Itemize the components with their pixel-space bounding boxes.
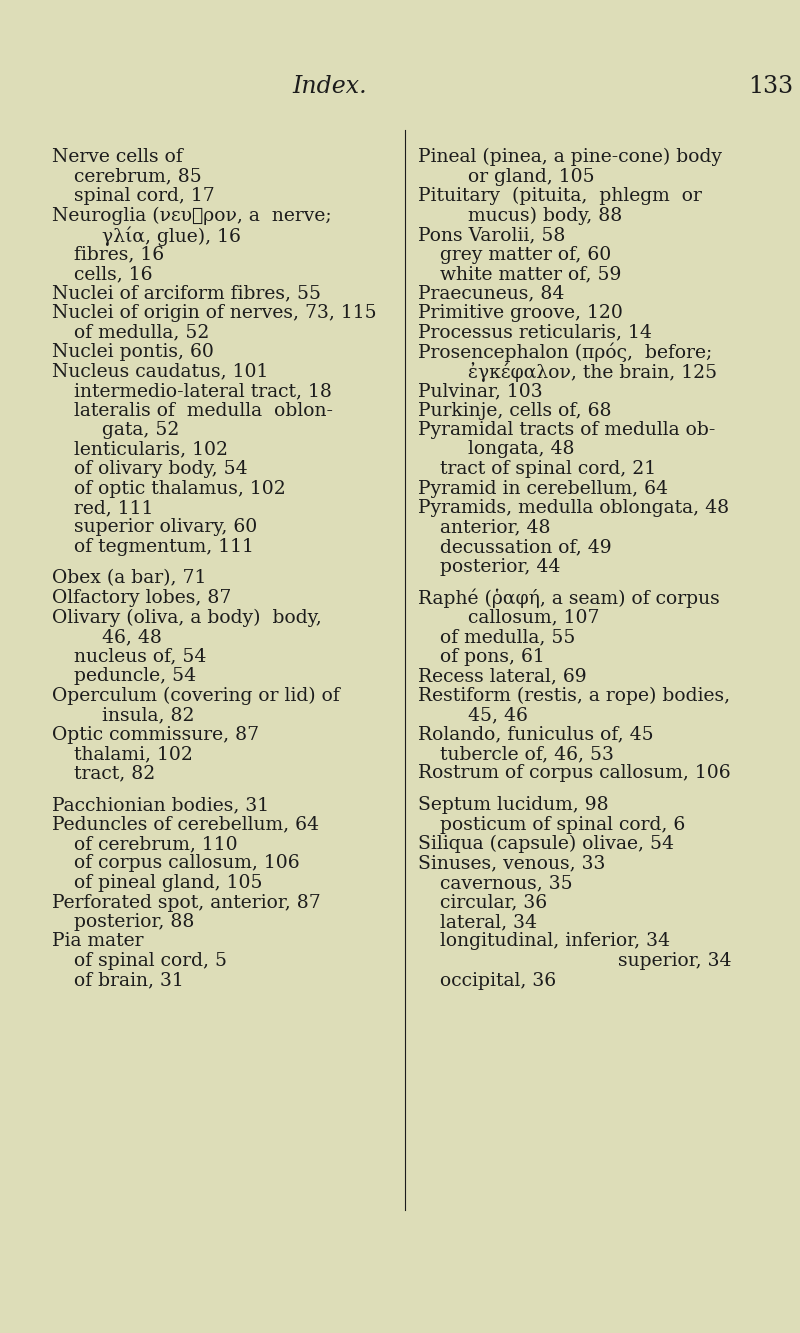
Text: Nuclei of origin of nerves, 73, 115: Nuclei of origin of nerves, 73, 115 <box>52 304 377 323</box>
Text: Pyramid in cerebellum, 64: Pyramid in cerebellum, 64 <box>418 480 668 497</box>
Text: superior olivary, 60: superior olivary, 60 <box>74 519 258 536</box>
Text: spinal cord, 17: spinal cord, 17 <box>74 187 214 205</box>
Text: peduncle, 54: peduncle, 54 <box>74 666 196 685</box>
Text: 46, 48: 46, 48 <box>102 628 162 647</box>
Text: 45, 46: 45, 46 <box>468 706 528 724</box>
Text: Purkinje, cells of, 68: Purkinje, cells of, 68 <box>418 401 611 420</box>
Text: Index.: Index. <box>293 75 367 99</box>
Text: Rolando, funiculus of, 45: Rolando, funiculus of, 45 <box>418 725 654 744</box>
Text: Praecuneus, 84: Praecuneus, 84 <box>418 284 564 303</box>
Text: Septum lucidum, 98: Septum lucidum, 98 <box>418 796 609 814</box>
Text: Perforated spot, anterior, 87: Perforated spot, anterior, 87 <box>52 893 321 912</box>
Text: Pia mater: Pia mater <box>52 933 143 950</box>
Text: decussation of, 49: decussation of, 49 <box>440 539 612 556</box>
Text: Pacchionian bodies, 31: Pacchionian bodies, 31 <box>52 796 269 814</box>
Text: ἐγκέφαλον, the brain, 125: ἐγκέφαλον, the brain, 125 <box>468 363 717 383</box>
Text: Siliqua (capsule) olivae, 54: Siliqua (capsule) olivae, 54 <box>418 834 674 853</box>
Text: occipital, 36: occipital, 36 <box>440 972 556 989</box>
Text: Nerve cells of: Nerve cells of <box>52 148 182 167</box>
Text: lateral, 34: lateral, 34 <box>440 913 537 930</box>
Text: circular, 36: circular, 36 <box>440 893 547 912</box>
Text: superior, 34: superior, 34 <box>618 952 731 970</box>
Text: γλία, glue), 16: γλία, glue), 16 <box>102 227 241 245</box>
Text: of medulla, 55: of medulla, 55 <box>440 628 575 647</box>
Text: Nuclei of arciform fibres, 55: Nuclei of arciform fibres, 55 <box>52 284 321 303</box>
Text: Sinuses, venous, 33: Sinuses, venous, 33 <box>418 854 606 873</box>
Text: Obex (a bar), 71: Obex (a bar), 71 <box>52 569 206 588</box>
Text: Neuroglia (νεῦρον, a  nerve;: Neuroglia (νεῦρον, a nerve; <box>52 207 332 225</box>
Text: Pineal (pinea, a pine-cone) body: Pineal (pinea, a pine-cone) body <box>418 148 722 167</box>
Text: cells, 16: cells, 16 <box>74 265 153 283</box>
Text: longata, 48: longata, 48 <box>468 440 574 459</box>
Text: anterior, 48: anterior, 48 <box>440 519 550 536</box>
Text: posterior, 44: posterior, 44 <box>440 557 560 576</box>
Text: Primitive groove, 120: Primitive groove, 120 <box>418 304 623 323</box>
Text: Pulvinar, 103: Pulvinar, 103 <box>418 383 542 400</box>
Text: of pineal gland, 105: of pineal gland, 105 <box>74 874 262 892</box>
Text: tubercle of, 46, 53: tubercle of, 46, 53 <box>440 745 614 762</box>
Text: or gland, 105: or gland, 105 <box>468 168 594 185</box>
Text: Rostrum of corpus callosum, 106: Rostrum of corpus callosum, 106 <box>418 765 730 782</box>
Text: Pyramidal tracts of medulla ob-: Pyramidal tracts of medulla ob- <box>418 421 715 439</box>
Text: Nuclei pontis, 60: Nuclei pontis, 60 <box>52 343 214 361</box>
Text: lateralis of  medulla  oblon-: lateralis of medulla oblon- <box>74 401 333 420</box>
Text: Restiform (restis, a rope) bodies,: Restiform (restis, a rope) bodies, <box>418 686 730 705</box>
Text: insula, 82: insula, 82 <box>102 706 194 724</box>
Text: Raphé (ῥαφή, a seam) of corpus: Raphé (ῥαφή, a seam) of corpus <box>418 589 720 608</box>
Text: grey matter of, 60: grey matter of, 60 <box>440 245 611 264</box>
Text: of optic thalamus, 102: of optic thalamus, 102 <box>74 480 286 497</box>
Text: Recess lateral, 69: Recess lateral, 69 <box>418 666 586 685</box>
Text: cerebrum, 85: cerebrum, 85 <box>74 168 202 185</box>
Text: longitudinal, inferior, 34: longitudinal, inferior, 34 <box>440 933 670 950</box>
Text: gata, 52: gata, 52 <box>102 421 179 439</box>
Text: mucus) body, 88: mucus) body, 88 <box>468 207 622 225</box>
Text: Processus reticularis, 14: Processus reticularis, 14 <box>418 324 652 341</box>
Text: of medulla, 52: of medulla, 52 <box>74 324 210 341</box>
Text: Pons Varolii, 58: Pons Varolii, 58 <box>418 227 566 244</box>
Text: of corpus callosum, 106: of corpus callosum, 106 <box>74 854 300 873</box>
Text: of olivary body, 54: of olivary body, 54 <box>74 460 248 479</box>
Text: of cerebrum, 110: of cerebrum, 110 <box>74 834 238 853</box>
Text: lenticularis, 102: lenticularis, 102 <box>74 440 228 459</box>
Text: Nucleus caudatus, 101: Nucleus caudatus, 101 <box>52 363 268 380</box>
Text: red, 111: red, 111 <box>74 499 154 517</box>
Text: white matter of, 59: white matter of, 59 <box>440 265 622 283</box>
Text: cavernous, 35: cavernous, 35 <box>440 874 573 892</box>
Text: tract, 82: tract, 82 <box>74 765 155 782</box>
Text: Operculum (covering or lid) of: Operculum (covering or lid) of <box>52 686 340 705</box>
Text: tract of spinal cord, 21: tract of spinal cord, 21 <box>440 460 656 479</box>
Text: fibres, 16: fibres, 16 <box>74 245 164 264</box>
Text: nucleus of, 54: nucleus of, 54 <box>74 648 206 665</box>
Text: Optic commissure, 87: Optic commissure, 87 <box>52 725 259 744</box>
Text: 133: 133 <box>748 75 793 99</box>
Text: posticum of spinal cord, 6: posticum of spinal cord, 6 <box>440 816 686 833</box>
Text: Prosencephalon (πρός,  before;: Prosencephalon (πρός, before; <box>418 343 712 363</box>
Text: Pituitary  (pituita,  phlegm  or: Pituitary (pituita, phlegm or <box>418 187 702 205</box>
Text: Pyramids, medulla oblongata, 48: Pyramids, medulla oblongata, 48 <box>418 499 729 517</box>
Text: posterior, 88: posterior, 88 <box>74 913 194 930</box>
Text: thalami, 102: thalami, 102 <box>74 745 193 762</box>
Text: of pons, 61: of pons, 61 <box>440 648 545 665</box>
Text: intermedio-lateral tract, 18: intermedio-lateral tract, 18 <box>74 383 332 400</box>
Text: callosum, 107: callosum, 107 <box>468 608 599 627</box>
Text: Peduncles of cerebellum, 64: Peduncles of cerebellum, 64 <box>52 816 319 833</box>
Text: of tegmentum, 111: of tegmentum, 111 <box>74 539 254 556</box>
Text: Olivary (oliva, a body)  body,: Olivary (oliva, a body) body, <box>52 608 322 627</box>
Text: Olfactory lobes, 87: Olfactory lobes, 87 <box>52 589 231 607</box>
Text: of spinal cord, 5: of spinal cord, 5 <box>74 952 227 970</box>
Text: of brain, 31: of brain, 31 <box>74 972 184 989</box>
